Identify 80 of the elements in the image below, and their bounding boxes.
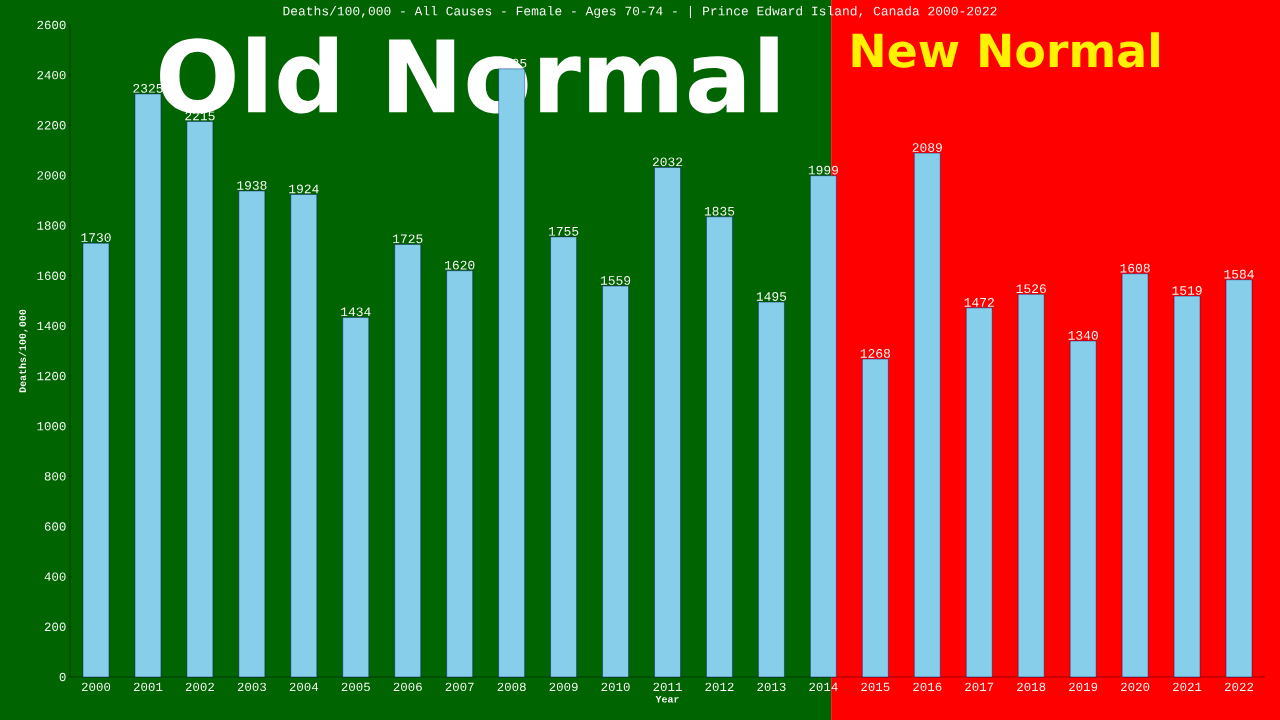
bar: [966, 307, 993, 678]
x-tick-label: 2015: [861, 682, 890, 692]
data-label: 1730: [81, 233, 111, 242]
data-label: 1434: [341, 307, 371, 317]
data-label: 1835: [704, 206, 735, 216]
bar: [238, 190, 266, 678]
bar: [342, 317, 369, 678]
band-label: New Normal: [852, 32, 1160, 68]
data-label: 1584: [1224, 269, 1254, 279]
y-tick-label: 2400: [37, 70, 66, 80]
bar: [186, 121, 214, 678]
data-label: 1519: [1172, 286, 1202, 295]
x-tick-label: 2013: [757, 682, 786, 692]
data-label: 1472: [964, 297, 994, 307]
bar: [758, 301, 785, 678]
x-tick-label: 2002: [185, 682, 214, 692]
bar: [654, 167, 681, 678]
x-tick-label: 2022: [1224, 682, 1254, 692]
y-tick-label: 2600: [37, 20, 66, 30]
data-label: 1608: [1120, 263, 1150, 273]
data-label: 1340: [1068, 330, 1098, 340]
y-tick-label: 1200: [37, 371, 66, 381]
y-tick-label: 1400: [37, 321, 66, 331]
x-tick-label: 2006: [393, 682, 422, 692]
x-tick-label: 2011: [653, 682, 682, 692]
y-tick-label: 800: [44, 472, 66, 481]
bar: [134, 93, 162, 678]
x-tick-label: 2008: [497, 682, 526, 692]
data-label: 1526: [1016, 284, 1046, 294]
y-tick-label: 0: [59, 672, 66, 682]
x-tick-label: 2020: [1121, 682, 1150, 692]
bar: [1173, 295, 1201, 678]
x-tick-label: 2010: [601, 682, 630, 692]
x-tick-label: 2000: [81, 682, 111, 692]
y-tick-label: 1800: [37, 221, 66, 230]
bar: [862, 358, 889, 678]
data-label: 1725: [393, 234, 423, 244]
data-label: 1755: [548, 227, 579, 236]
x-tick-label: 2021: [1172, 682, 1202, 692]
x-tick-label: 2003: [237, 682, 267, 692]
y-tick-label: 1600: [37, 271, 66, 280]
bar: [1069, 340, 1097, 678]
data-label: 1924: [289, 184, 319, 194]
bar: [810, 175, 837, 678]
data-label: 1938: [237, 180, 267, 190]
bar: [914, 152, 941, 678]
bar: [1225, 279, 1253, 678]
bar: [446, 270, 473, 678]
bar: [1121, 273, 1149, 678]
bar: [706, 216, 733, 678]
data-label: 1268: [860, 349, 891, 358]
bar: [1018, 294, 1045, 678]
x-tick-label: 2019: [1069, 682, 1098, 692]
y-tick-label: 200: [44, 622, 66, 632]
x-tick-label: 2018: [1017, 682, 1046, 692]
x-tick-label: 2017: [965, 682, 994, 692]
data-label: 2089: [912, 143, 942, 152]
x-axis-title: Year: [655, 695, 679, 703]
bar: [602, 285, 629, 678]
bar: [290, 194, 317, 678]
x-tick-label: 2001: [133, 682, 163, 692]
y-tick-label: 600: [44, 522, 66, 531]
data-label: 1559: [600, 276, 631, 285]
data-label: 1620: [445, 260, 475, 270]
y-axis-title: Deaths/100,000: [18, 309, 28, 393]
x-tick-label: 2004: [289, 682, 319, 692]
data-label: 2032: [652, 157, 683, 167]
x-tick-label: 2009: [549, 682, 578, 692]
x-tick-label: 2012: [705, 682, 734, 692]
bar: [394, 244, 421, 678]
y-tick-label: 2000: [37, 171, 66, 180]
x-tick-label: 2007: [445, 682, 474, 692]
x-tick-label: 2005: [341, 682, 370, 692]
x-tick-label: 2016: [913, 682, 942, 692]
y-tick-label: 2200: [37, 121, 66, 130]
bar: [550, 236, 577, 678]
data-label: 1495: [756, 292, 787, 301]
y-tick-label: 1000: [37, 421, 66, 431]
bar: [82, 242, 110, 678]
y-tick-label: 400: [44, 572, 66, 581]
